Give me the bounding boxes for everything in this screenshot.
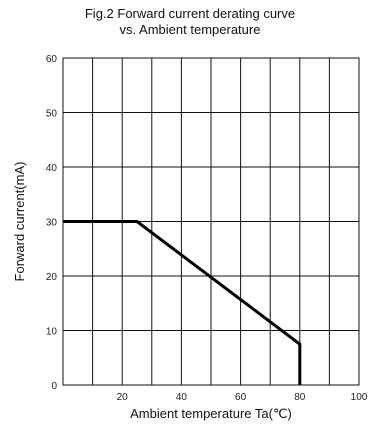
x-tick-label: 60 [235,392,247,403]
series-lines [63,220,302,385]
y-tick-label: 10 [46,327,58,338]
y-axis-label: Forward current(mA) [12,162,27,282]
chart-subtitle: vs. Ambient temperature [119,22,261,37]
x-tick-label: 20 [117,392,129,403]
series-line [63,220,302,385]
y-tick-label: 20 [46,272,58,283]
x-tick-label: 80 [294,392,306,403]
plot-frame [62,57,360,386]
x-axis-label: Ambient temperature Ta(℃) [130,406,292,421]
tick-labels: 20 40 60 80 100 0 10 20 30 40 50 60 [46,54,368,403]
y-tick-label: 0 [51,381,57,392]
y-tick-label: 50 [46,109,58,120]
y-tick-label: 30 [46,218,58,229]
x-tick-label: 100 [351,392,368,403]
chart-title: Fig.2 Forward current derating curve [84,6,296,21]
y-tick-label: 60 [46,54,58,65]
x-tick-label: 40 [176,392,188,403]
y-tick-label: 40 [46,163,58,174]
